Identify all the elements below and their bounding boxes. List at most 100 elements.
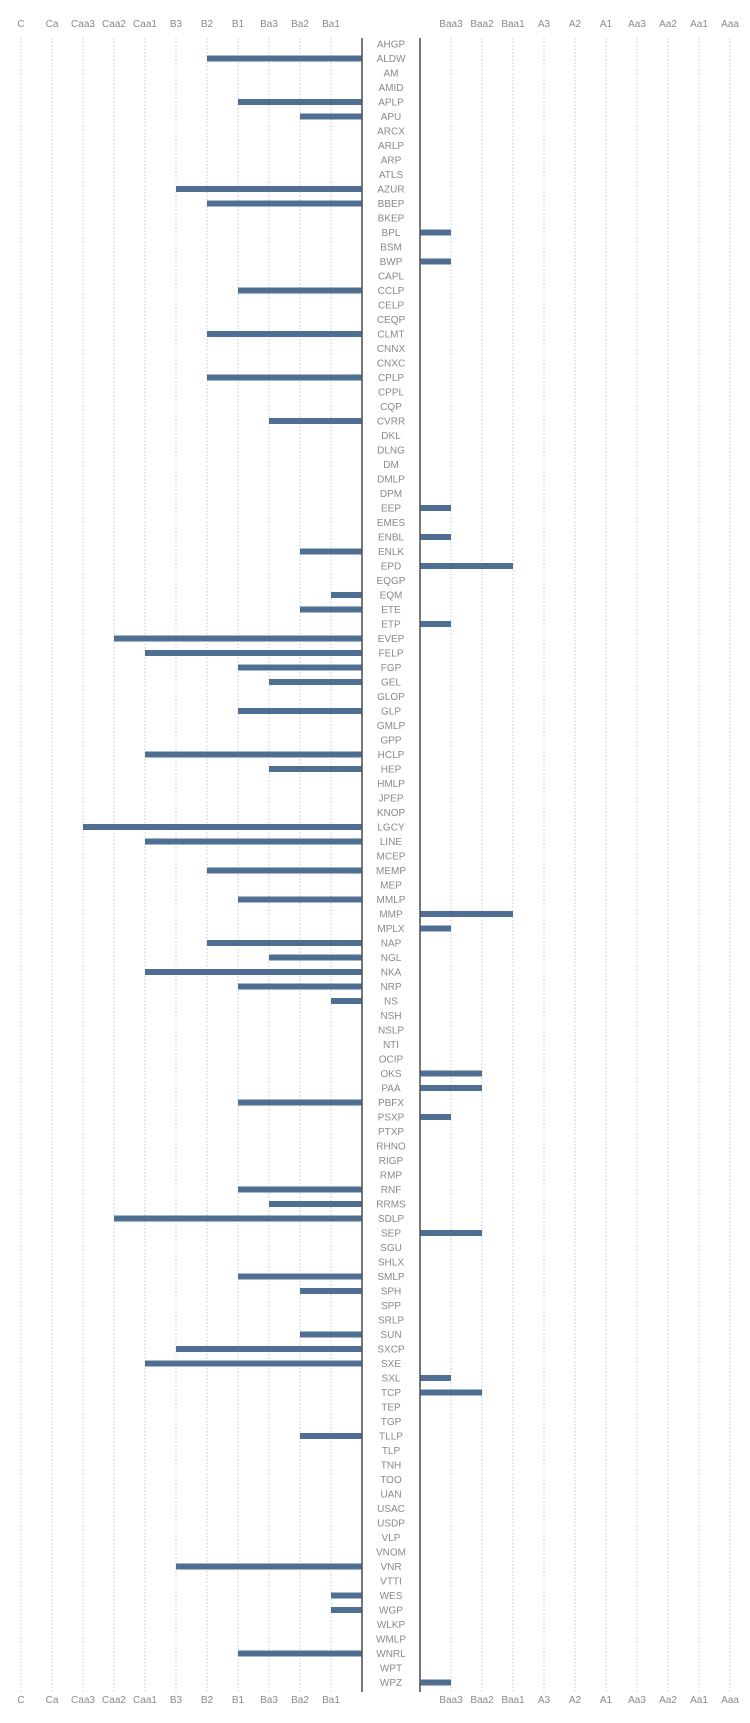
axes: [361, 38, 421, 1692]
ticker-label-wmlp: WMLP: [376, 1635, 406, 1646]
tick-label-bottom-a3: A3: [538, 1695, 551, 1706]
ticker-label-rigp: RIGP: [379, 1156, 404, 1167]
bar-mmlp: [238, 896, 362, 903]
tick-label-top-a1: A1: [600, 19, 613, 30]
bar-psxp: [420, 1114, 451, 1120]
ticker-label-bsm: BSM: [380, 243, 402, 254]
bar-rrms: [269, 1201, 362, 1207]
ticker-label-rhno: RHNO: [376, 1142, 406, 1153]
ticker-label-wlkp: WLKP: [377, 1620, 406, 1631]
ticker-label-line: LINE: [380, 837, 403, 848]
ticker-label-bwp: BWP: [380, 257, 403, 268]
ticker-label-lgcy: LGCY: [377, 823, 405, 834]
ticker-label-eqm: EQM: [380, 591, 403, 602]
ticker-label-nap: NAP: [381, 939, 402, 950]
ticker-label-tlp: TLP: [382, 1446, 401, 1457]
bar-clmt: [207, 331, 362, 337]
bar-mplx: [420, 925, 451, 932]
ticker-label-vtti: VTTI: [380, 1577, 402, 1588]
ticker-label-cclp: CCLP: [378, 286, 405, 297]
ticker-label-shlx: SHLX: [378, 1258, 404, 1269]
tick-label-top-ba1: Ba1: [322, 19, 340, 30]
bar-rnf: [238, 1186, 362, 1193]
ticker-label-oks: OKS: [380, 1069, 401, 1080]
ticker-label-sph: SPH: [381, 1287, 402, 1298]
bar-wes: [331, 1592, 362, 1599]
bar-epd: [420, 563, 513, 569]
bar-bwp: [420, 258, 451, 265]
ticker-label-hclp: HCLP: [378, 750, 405, 761]
bar-hclp: [145, 751, 362, 758]
bar-pbfx: [238, 1099, 362, 1106]
ticker-label-wpt: WPT: [380, 1664, 402, 1675]
bar-ete: [300, 606, 362, 613]
ticker-label-spp: SPP: [381, 1301, 401, 1312]
bar-sep: [420, 1230, 482, 1236]
ticker-label-cqp: CQP: [380, 402, 402, 413]
bar-gel: [269, 679, 362, 685]
ticker-label-sxl: SXL: [382, 1374, 401, 1385]
ticker-label-cplp: CPLP: [378, 373, 404, 384]
bar-wpz: [420, 1679, 451, 1686]
ticker-label-mep: MEP: [380, 881, 402, 892]
bar-sun: [300, 1331, 362, 1338]
ticker-label-dlng: DLNG: [377, 446, 405, 457]
tick-label-top-baa3: Baa3: [439, 19, 463, 30]
ticker-label-hmlp: HMLP: [377, 779, 405, 790]
ticker-label-amid: AMID: [379, 83, 404, 94]
ticker-label-cvrr: CVRR: [377, 417, 405, 428]
tick-label-top-c: C: [17, 19, 24, 30]
bar-nka: [145, 969, 362, 975]
ticker-label-hep: HEP: [381, 765, 402, 776]
bar-sxl: [420, 1375, 451, 1381]
labels: C C Ca Ca Caa3 Caa3 Caa2 Caa2 Caa1 Caa1 B3 B3 B2 B2 B1…: [17, 19, 739, 1706]
bar-aldw: [207, 55, 362, 62]
bar-mmp: [420, 911, 513, 917]
ticker-label-dm: DM: [383, 460, 399, 471]
bar-tcp: [420, 1389, 482, 1396]
bar-etp: [420, 621, 451, 627]
tick-label-bottom-ba1: Ba1: [322, 1695, 340, 1706]
ticker-label-gmlp: GMLP: [377, 721, 406, 732]
ticker-label-ete: ETE: [381, 605, 401, 616]
ticker-label-ocip: OCIP: [379, 1055, 404, 1066]
ticker-label-atls: ATLS: [379, 170, 404, 181]
tick-label-bottom-b3: B3: [170, 1695, 183, 1706]
ticker-label-arlp: ARLP: [378, 141, 404, 152]
ticker-label-mcep: MCEP: [377, 852, 406, 863]
ticker-label-arp: ARP: [381, 156, 402, 167]
tick-label-bottom-a1: A1: [600, 1695, 613, 1706]
bar-nrp: [238, 983, 362, 990]
bar-eqm: [331, 592, 362, 598]
ticker-label-gpp: GPP: [380, 736, 401, 747]
tick-label-bottom-baa2: Baa2: [470, 1695, 494, 1706]
tick-label-top-baa2: Baa2: [470, 19, 494, 30]
tick-label-top-ba3: Ba3: [260, 19, 278, 30]
ticker-label-uan: UAN: [380, 1490, 401, 1501]
bar-wnrl: [238, 1650, 362, 1657]
ticker-label-sgu: SGU: [380, 1243, 402, 1254]
ticker-label-jpep: JPEP: [378, 794, 403, 805]
ticker-label-usdp: USDP: [377, 1519, 405, 1530]
ticker-label-sxe: SXE: [381, 1359, 401, 1370]
ticker-label-felp: FELP: [378, 649, 403, 660]
ticker-label-gel: GEL: [381, 678, 401, 689]
tick-label-bottom-aaa: Aaa: [721, 1695, 739, 1706]
ticker-label-tep: TEP: [381, 1403, 401, 1414]
tick-label-top-aa3: Aa3: [628, 19, 646, 30]
ticker-label-tcp: TCP: [381, 1388, 401, 1399]
tick-label-top-aaa: Aaa: [721, 19, 739, 30]
bar-wgp: [331, 1607, 362, 1613]
tick-label-top-caa2: Caa2: [102, 19, 126, 30]
bar-bpl: [420, 229, 451, 236]
tick-label-top-ba2: Ba2: [291, 19, 309, 30]
bar-sdlp: [114, 1215, 362, 1222]
ticker-label-too: TOO: [380, 1475, 402, 1486]
tick-label-bottom-a2: A2: [569, 1695, 582, 1706]
bar-enlk: [300, 548, 362, 555]
ticker-label-eqgp: EQGP: [377, 576, 406, 587]
tick-label-top-aa1: Aa1: [690, 19, 708, 30]
bar-nap: [207, 940, 362, 946]
tick-label-top-b3: B3: [170, 19, 183, 30]
